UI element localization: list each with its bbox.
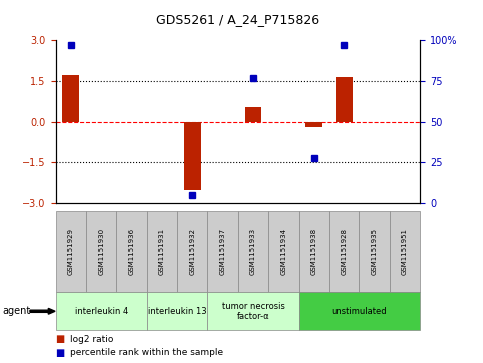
Text: GSM1151936: GSM1151936 xyxy=(128,228,135,275)
Text: ■: ■ xyxy=(56,348,65,358)
Text: ■: ■ xyxy=(56,334,65,344)
Bar xyxy=(336,77,353,122)
Text: GSM1151934: GSM1151934 xyxy=(281,228,286,275)
Text: GSM1151931: GSM1151931 xyxy=(159,228,165,275)
Text: GSM1151951: GSM1151951 xyxy=(402,228,408,275)
Text: GSM1151938: GSM1151938 xyxy=(311,228,317,275)
Text: GSM1151932: GSM1151932 xyxy=(189,228,195,275)
Text: percentile rank within the sample: percentile rank within the sample xyxy=(70,348,223,357)
Text: GSM1151928: GSM1151928 xyxy=(341,228,347,275)
Text: agent: agent xyxy=(2,306,30,316)
Bar xyxy=(305,122,322,127)
Text: tumor necrosis
factor-α: tumor necrosis factor-α xyxy=(222,302,284,321)
Bar xyxy=(184,122,200,189)
Text: GSM1151929: GSM1151929 xyxy=(68,228,74,275)
Text: GSM1151930: GSM1151930 xyxy=(98,228,104,275)
Text: log2 ratio: log2 ratio xyxy=(70,335,114,344)
Bar xyxy=(62,76,79,122)
Text: GSM1151937: GSM1151937 xyxy=(220,228,226,275)
Text: GDS5261 / A_24_P715826: GDS5261 / A_24_P715826 xyxy=(156,13,319,26)
Text: interleukin 4: interleukin 4 xyxy=(74,307,128,316)
Text: GSM1151933: GSM1151933 xyxy=(250,228,256,275)
Text: GSM1151935: GSM1151935 xyxy=(371,228,378,275)
Text: unstimulated: unstimulated xyxy=(332,307,387,316)
Bar xyxy=(245,107,261,122)
Text: interleukin 13: interleukin 13 xyxy=(148,307,206,316)
